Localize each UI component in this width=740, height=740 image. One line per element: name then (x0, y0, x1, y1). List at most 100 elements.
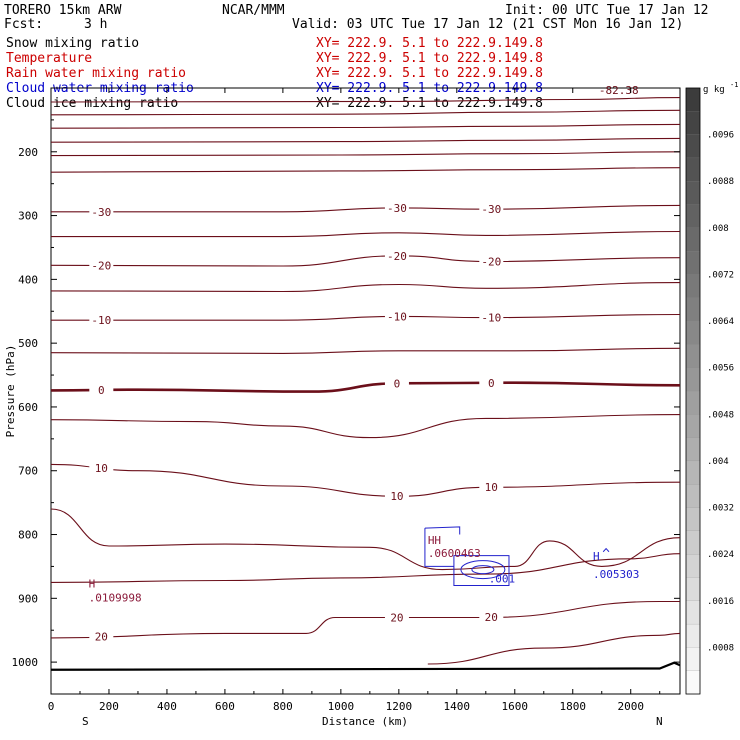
temperature-contour-label: 0 (394, 378, 401, 391)
valid-time: Valid: 03 UTC Tue 17 Jan 12 (21 CST Mon … (292, 17, 683, 32)
temperature-contours: -82.38 -30 -30 -30 -20 -20 -20 -10 -10 -10 0 0 0 10 10… (50, 84, 681, 671)
fcst-value: 3 h (84, 17, 107, 32)
temperature-contour-line (50, 313, 681, 321)
field-xy-cloud-ice: XY= 222.9. 5.1 to 222.9.149.8 (316, 96, 543, 111)
colorbar-segment (685, 507, 701, 532)
field-name-cloud-ice: Cloud ice mixing ratio (6, 96, 178, 111)
colorbar-segment (685, 227, 701, 252)
temperature-contour-line (50, 381, 681, 393)
y-tick-label: 700 (18, 465, 38, 478)
model-name: TORERO 15km ARW (4, 3, 122, 18)
y-tick-label: 300 (18, 210, 38, 223)
colorbar-segment (685, 554, 701, 578)
x-tick-label: 1400 (444, 700, 471, 713)
fcst-label: Fcst: (4, 17, 43, 32)
colorbar-segment (685, 367, 701, 392)
temperature-contour-line (50, 137, 681, 143)
endpoint-right: N (656, 715, 663, 728)
colorbar: .0096 .0088 .008 .0072 .0064 .0056 .0048 .004 .0… (685, 87, 734, 695)
temperature-contour-label: -30 (387, 202, 407, 215)
cloud-water-contour (453, 555, 510, 587)
colorbar-segment (685, 87, 701, 112)
cloud-water-contour (602, 547, 610, 553)
field-name-snow: Snow mixing ratio (6, 36, 139, 51)
temperature-contour-line (50, 414, 681, 439)
colorbar-label: .0096 (707, 131, 734, 141)
field-name-temperature: Temperature (6, 51, 92, 66)
max-min-annotation: HH (428, 534, 441, 547)
colorbar-units-exponent: -1 (730, 81, 738, 89)
colorbar-segment (685, 204, 701, 229)
colorbar-label: .0064 (707, 317, 734, 327)
colorbar-segment (685, 600, 701, 625)
temperature-contour-line (50, 463, 681, 497)
temperature-contour-label: 20 (485, 611, 498, 624)
colorbar-label: .0024 (707, 550, 734, 560)
y-tick-label: 800 (18, 529, 38, 542)
temperature-contour-line (50, 553, 681, 583)
temperature-contour-label: -20 (481, 255, 501, 268)
colorbar-segment (685, 577, 701, 602)
colorbar-segment (685, 251, 701, 275)
temperature-contour-label: -10 (91, 314, 111, 327)
temperature-contour-line (50, 109, 681, 116)
temperature-contour-label: 0 (488, 377, 495, 390)
colorbar-segment (685, 274, 701, 299)
colorbar-label: .0088 (707, 177, 734, 187)
x-tick-label: 1800 (560, 700, 587, 713)
y-tick-label: 400 (18, 273, 38, 286)
x-tick-label: 200 (99, 700, 119, 713)
temperature-contour-label: -10 (481, 312, 501, 325)
colorbar-segment (685, 181, 701, 205)
x-tick-label: 400 (157, 700, 177, 713)
header: TORERO 15km ARW NCAR/MMM Init: 00 UTC Tu… (4, 3, 709, 32)
x-tick-label: 1200 (386, 700, 413, 713)
colorbar-label: .0008 (707, 643, 734, 653)
colorbar-label: .0072 (707, 270, 734, 280)
colorbar-segment (685, 157, 701, 182)
colorbar-units: g kg (703, 85, 725, 95)
colorbar-segment (685, 390, 701, 415)
temperature-contour-line (50, 151, 681, 157)
y-tick-label: 600 (18, 401, 38, 414)
colorbar-label: .0048 (707, 410, 734, 420)
x-tick-label: 1600 (502, 700, 529, 713)
colorbar-label: .0056 (707, 364, 734, 374)
max-min-annotation: H (89, 577, 96, 590)
x-tick-label: 800 (273, 700, 293, 713)
temperature-contour-line (50, 230, 681, 238)
y-tick-label: 1000 (12, 656, 39, 669)
colorbar-segment (685, 344, 701, 369)
temperature-contour-line (50, 600, 680, 639)
max-min-annotation: .001 (489, 572, 516, 585)
temperature-contour-line (50, 255, 681, 267)
x-axis-label: Distance (km) (322, 715, 408, 728)
temperature-contour-line (50, 167, 681, 173)
field-xy-rain: XY= 222.9. 5.1 to 222.9.149.8 (316, 66, 543, 81)
temperature-contour-label: -30 (481, 203, 501, 216)
temperature-contour-line (50, 508, 681, 571)
max-min-annotation: .0600463 (428, 547, 481, 560)
y-axis-label: Pressure (hPa) (4, 345, 17, 438)
endpoint-left: S (82, 715, 89, 728)
max-min-annotation: H (593, 550, 600, 563)
temperature-contour-label: 20 (95, 631, 108, 644)
colorbar-segment (685, 670, 701, 695)
field-xy-snow: XY= 222.9. 5.1 to 222.9.149.8 (316, 36, 543, 51)
field-name-rain: Rain water mixing ratio (6, 66, 186, 81)
colorbar-segment (685, 484, 701, 508)
temperature-contour-label: 0 (98, 384, 105, 397)
field-legend: Snow mixing ratio XY= 222.9. 5.1 to 222.… (6, 36, 543, 111)
colorbar-segment (685, 647, 701, 672)
colorbar-segment (685, 530, 701, 555)
max-min-annotation: .005303 (593, 568, 639, 581)
cloud-water-contour (424, 526, 461, 567)
annotations: H .0109998 HH.0600463 .001 H .005303 (89, 534, 640, 604)
colorbar-segment (685, 414, 701, 439)
colorbar-label: .0016 (707, 597, 734, 607)
colorbar-label: .004 (707, 457, 729, 467)
temperature-contour-line (50, 282, 681, 293)
colorbar-segment (685, 297, 701, 322)
